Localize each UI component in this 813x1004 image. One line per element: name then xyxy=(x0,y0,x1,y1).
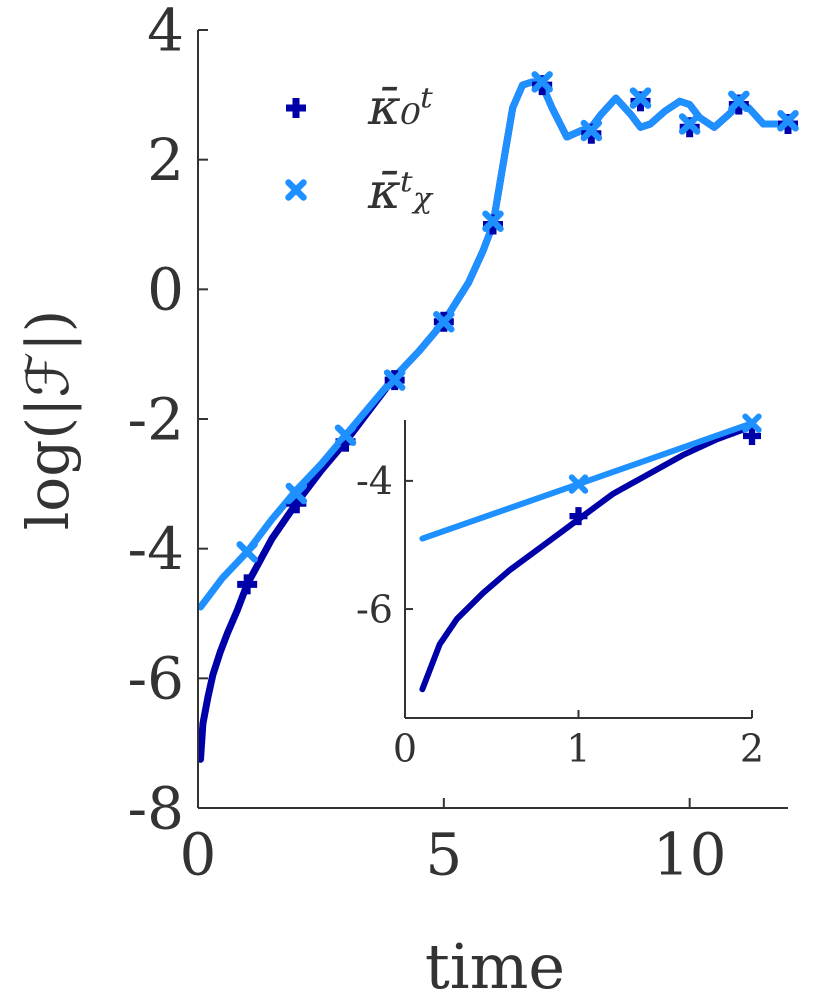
inset-plot: 0 1 2 -6 -4 xyxy=(356,413,764,771)
main-y-tick-label: -8 xyxy=(128,774,185,842)
inset-x-tick-label: 2 xyxy=(740,727,764,771)
main-y-tick-label: 0 xyxy=(147,256,184,324)
main-marker-1-9 xyxy=(678,113,701,135)
main-marker-1-6 xyxy=(531,71,553,93)
inset-marker-0-1 xyxy=(743,427,761,446)
main-x-tick-label: 10 xyxy=(653,821,727,889)
legend-x-marker xyxy=(285,179,307,201)
inset-axes: 0 1 2 -6 -4 xyxy=(356,420,764,771)
inset-x-tick-label: 1 xyxy=(566,727,590,771)
main-marker-1-1 xyxy=(285,482,308,505)
main-x-tick-label: 0 xyxy=(180,821,217,889)
legend-marker-kappaeps xyxy=(285,179,307,201)
inset-markers xyxy=(568,413,762,526)
inset-marker-1-1 xyxy=(742,413,762,433)
inset-x-tick-label: 0 xyxy=(393,727,417,771)
legend: κ̄₀ᵗ κ̄ᵗᵪ xyxy=(285,78,434,220)
legend-marker-kappa0 xyxy=(286,98,306,118)
main-marker-1-0 xyxy=(236,541,258,563)
main-marker-0-0 xyxy=(237,574,258,595)
main-marker-1-3 xyxy=(383,369,406,391)
inset-background xyxy=(405,420,752,718)
y-axis-label: log(|ℱ|) xyxy=(14,310,82,531)
main-x-tick-label: 5 xyxy=(425,821,462,889)
main-y-tick-label: 4 xyxy=(147,0,184,64)
main-markers xyxy=(236,71,799,595)
legend-label-kappaeps: κ̄ᵗᵪ xyxy=(367,162,434,220)
inset-y-tick-label: -6 xyxy=(356,587,393,631)
main-marker-1-5 xyxy=(482,210,504,233)
main-marker-1-10 xyxy=(728,90,750,113)
inset-marker-1-0 xyxy=(568,474,589,494)
inset-y-tick-label: -4 xyxy=(356,459,393,503)
main-marker-1-11 xyxy=(777,110,799,132)
main-marker-1-2 xyxy=(334,424,357,446)
main-marker-1-8 xyxy=(629,87,652,109)
main-y-tick-label: 2 xyxy=(147,126,184,194)
legend-label-kappa0: κ̄₀ᵗ xyxy=(367,78,433,136)
x-axis-label: time xyxy=(425,930,565,1003)
inset-marker-0-0 xyxy=(569,507,588,526)
legend-plus-marker xyxy=(286,98,306,118)
main-y-tick-label: -6 xyxy=(128,645,185,713)
main-y-tick-label: -4 xyxy=(128,515,185,583)
main-marker-1-4 xyxy=(433,311,455,333)
main-y-tick-label: -2 xyxy=(128,385,185,453)
main-marker-1-7 xyxy=(580,119,603,142)
inset-series-line-0 xyxy=(419,423,755,693)
